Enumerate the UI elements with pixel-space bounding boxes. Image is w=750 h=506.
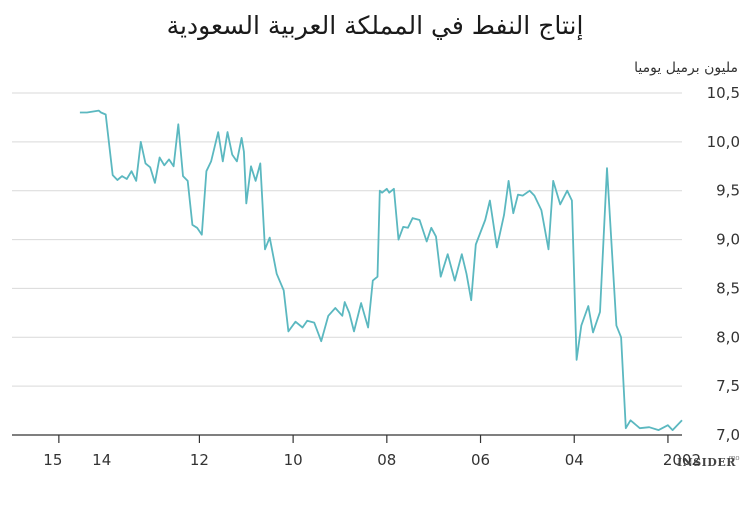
x-tick-label: 15 bbox=[43, 451, 62, 469]
y-tick-label: 10,0 bbox=[707, 133, 740, 151]
brand-name: INSIDER bbox=[677, 456, 736, 469]
x-tick-label: 2002 bbox=[663, 451, 701, 469]
x-tick-label: 08 bbox=[377, 451, 396, 469]
x-tick-label: 10 bbox=[284, 451, 303, 469]
x-tick-label: 04 bbox=[565, 451, 584, 469]
x-tick-label: 12 bbox=[190, 451, 209, 469]
y-tick-label: 7,5 bbox=[716, 377, 740, 395]
y-tick-labels: 7,0 7,5 8,0 8,5 9,0 9,5 10,0 10,5 bbox=[707, 84, 740, 444]
series-line bbox=[79, 109, 683, 432]
brand-logo: INSIDER PRO bbox=[677, 456, 739, 469]
y-axis-label: مليون برميل يوميا bbox=[634, 60, 738, 76]
y-tick-label: 7,0 bbox=[716, 426, 740, 444]
x-tick-label: 14 bbox=[92, 451, 111, 469]
gridlines bbox=[12, 92, 682, 387]
y-tick-label: 8,5 bbox=[716, 279, 740, 297]
x-tick-label: 06 bbox=[471, 451, 490, 469]
y-tick-label: 9,5 bbox=[716, 182, 740, 200]
chart-title: إنتاج النفط في المملكة العربية السعودية bbox=[167, 11, 584, 41]
y-tick-label: 8,0 bbox=[716, 328, 740, 346]
x-axis: 2002 04 06 08 10 12 14 15 bbox=[12, 434, 701, 469]
brand-suffix: PRO bbox=[729, 456, 739, 462]
y-tick-label: 9,0 bbox=[716, 231, 740, 249]
y-tick-label: 10,5 bbox=[707, 84, 740, 102]
series-lines bbox=[79, 109, 683, 432]
